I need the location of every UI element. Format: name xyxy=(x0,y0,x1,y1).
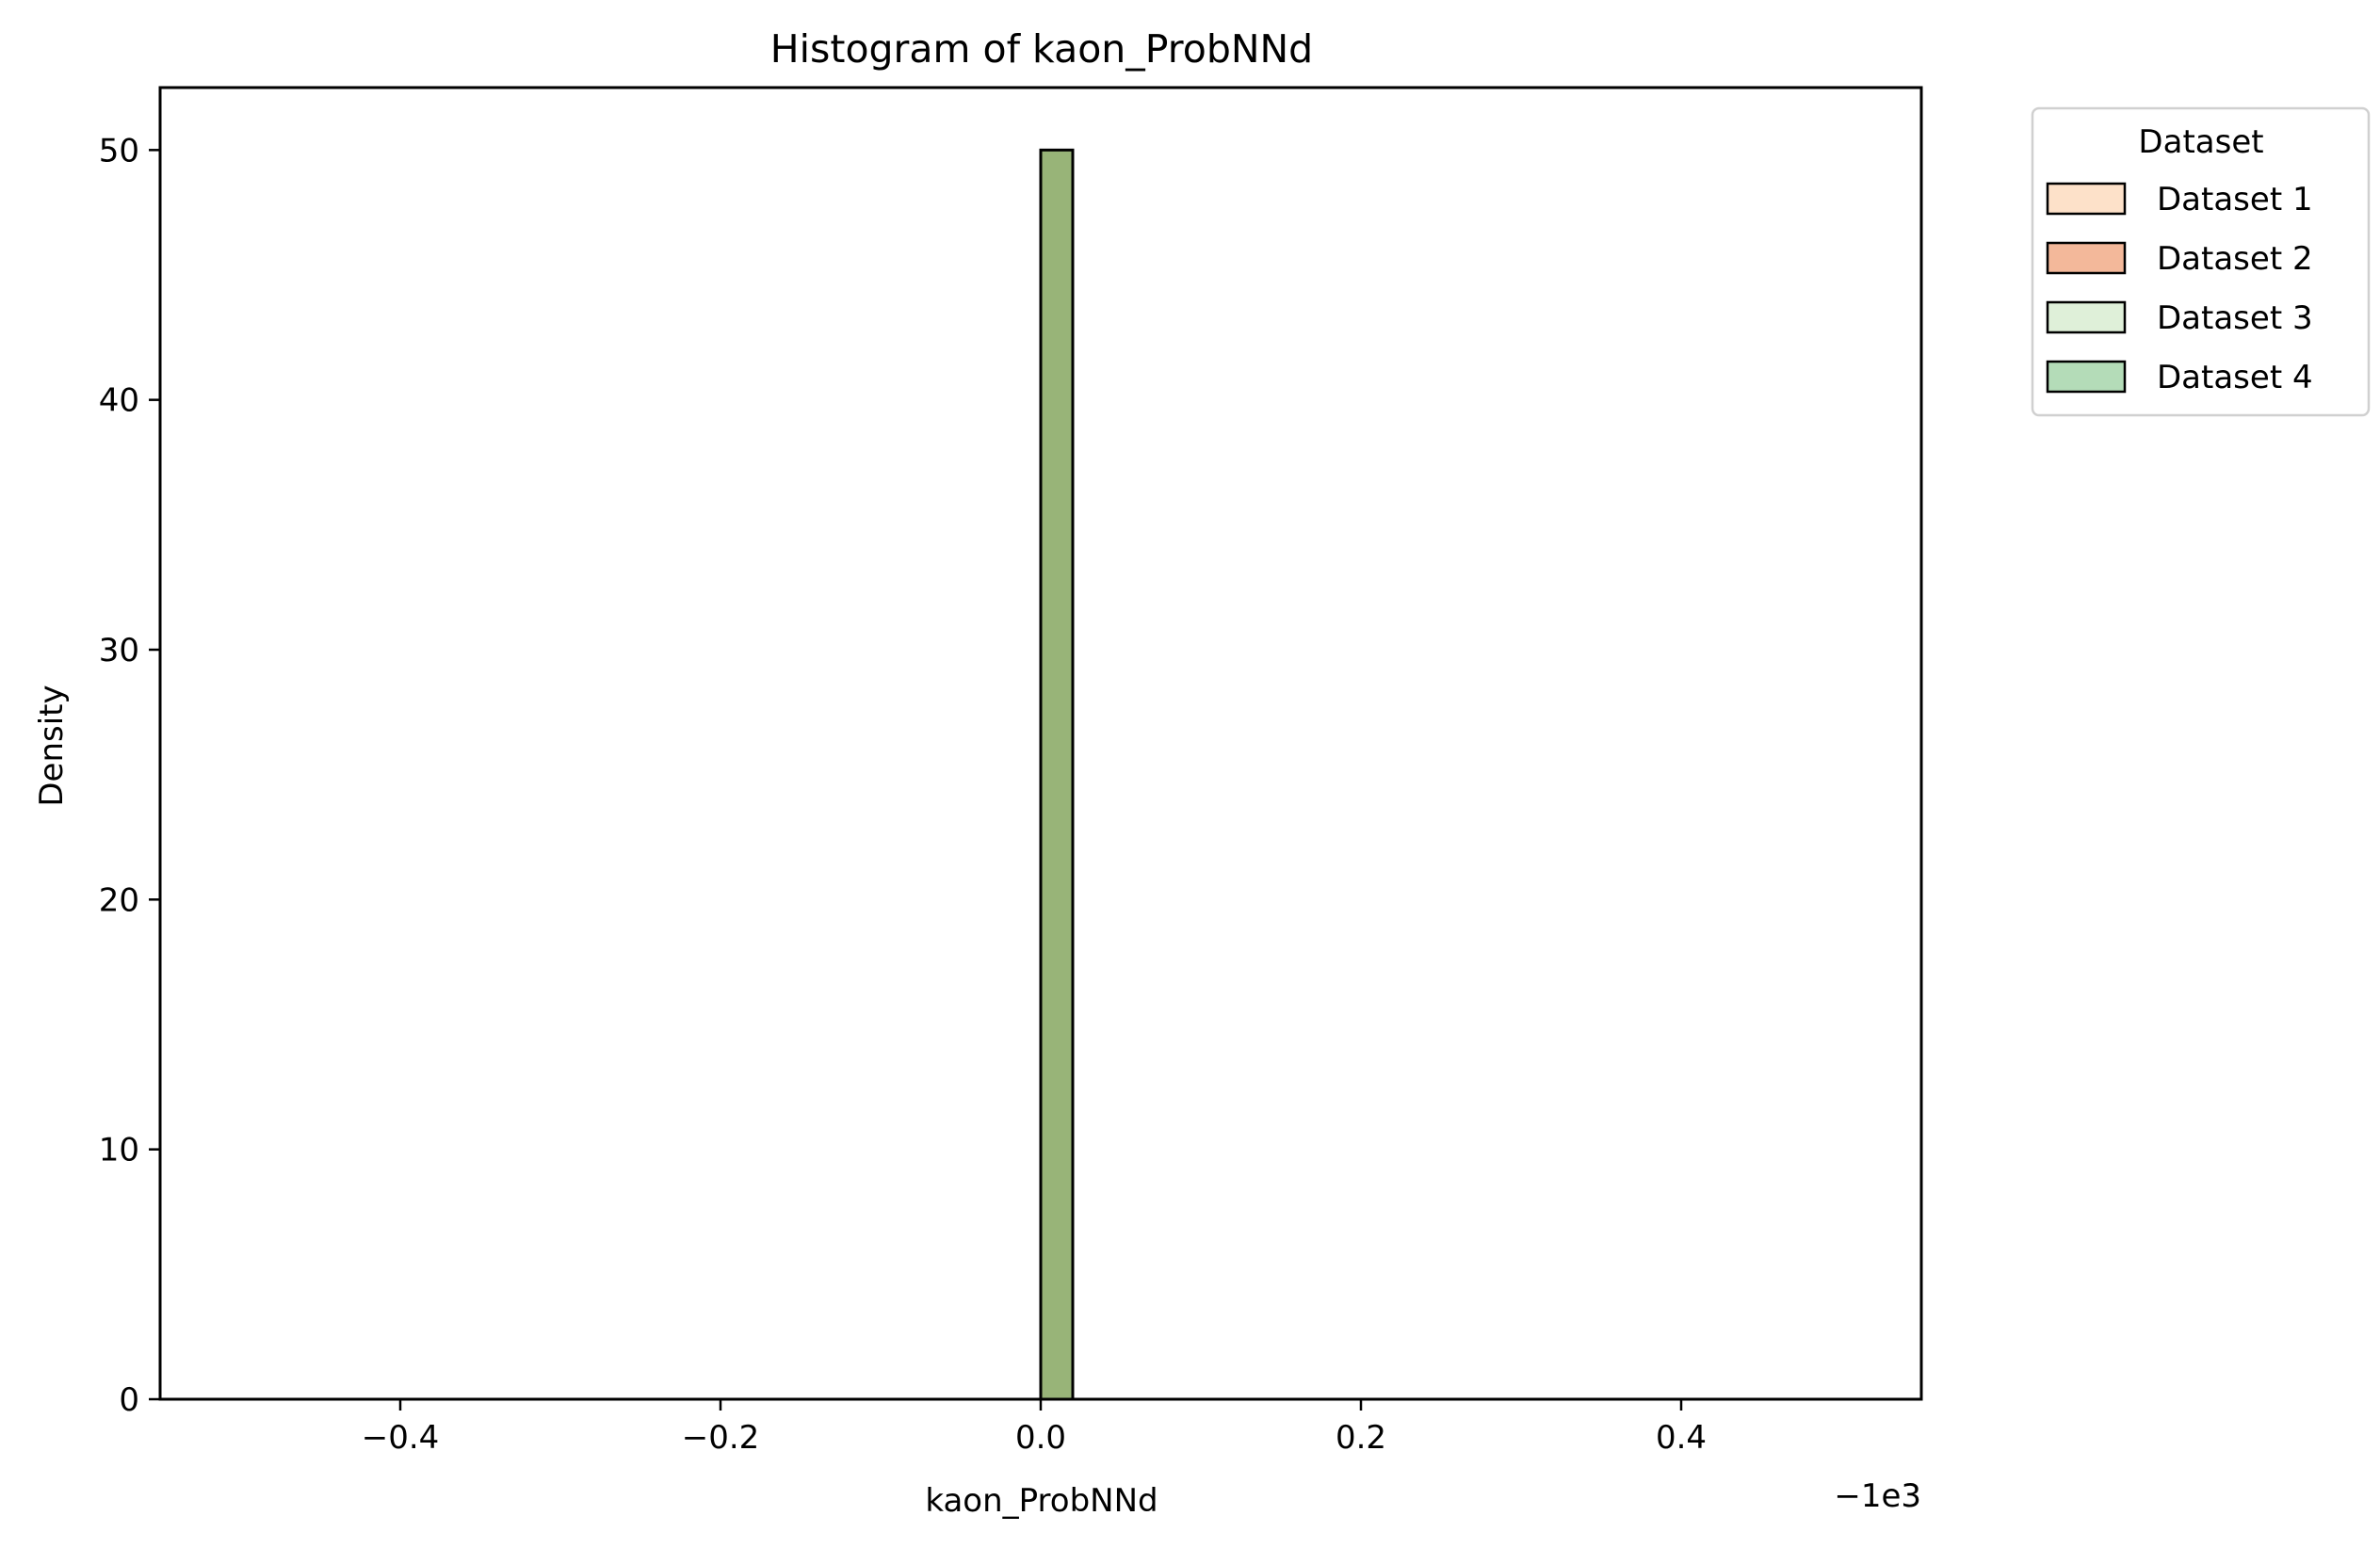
legend-title: Dataset xyxy=(2138,123,2263,161)
x-axis-offset-label: −1e3 xyxy=(1834,1477,1921,1515)
x-tick-label: 0.2 xyxy=(1336,1419,1386,1457)
histogram-bar-1 xyxy=(1039,148,1075,1401)
legend-label-1: Dataset 1 xyxy=(2157,181,2313,218)
legend-items: Dataset 1 Dataset 2 Dataset 3 Dataset 4 xyxy=(2046,181,2313,396)
x-axis-label: kaon_ProbNNd xyxy=(925,1482,1158,1520)
y-tick-label: 0 xyxy=(119,1381,139,1419)
x-axis-ticks: −0.4 −0.2 0.0 0.2 0.4 xyxy=(362,1399,1707,1457)
legend-swatch-1 xyxy=(2046,182,2127,216)
chart-title: Histogram of kaon_ProbNNd xyxy=(770,26,1313,72)
legend-swatch-2 xyxy=(2046,241,2127,275)
legend-swatch-4 xyxy=(2046,360,2127,394)
legend-label-2: Dataset 2 xyxy=(2157,240,2313,278)
y-tick-label: 50 xyxy=(99,132,139,169)
y-axis-label: Density xyxy=(33,685,71,806)
y-axis-ticks: 0 10 20 30 40 50 xyxy=(99,132,160,1419)
x-tick-label: 0.0 xyxy=(1015,1419,1066,1457)
y-tick-label: 10 xyxy=(99,1132,139,1169)
y-tick-label: 40 xyxy=(99,382,139,420)
x-tick-label: 0.4 xyxy=(1656,1419,1707,1457)
x-tick-label: −0.2 xyxy=(682,1419,760,1457)
x-tick-label: −0.4 xyxy=(362,1419,440,1457)
legend-swatch-3 xyxy=(2046,300,2127,334)
legend-label-3: Dataset 3 xyxy=(2157,299,2313,337)
y-tick-label: 20 xyxy=(99,881,139,919)
y-tick-label: 30 xyxy=(99,632,139,669)
legend-label-4: Dataset 4 xyxy=(2157,359,2313,396)
